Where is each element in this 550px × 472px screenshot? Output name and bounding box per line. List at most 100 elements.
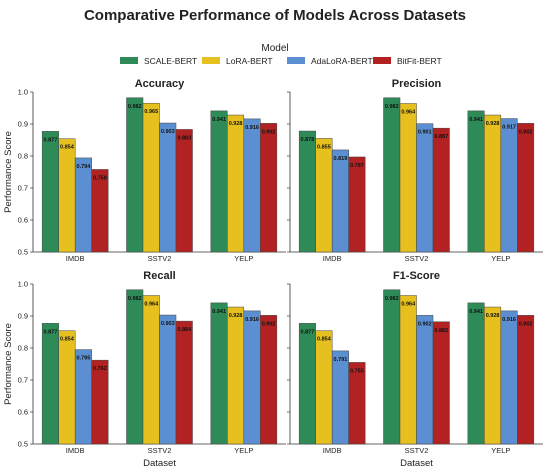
data-label: 0.882 — [434, 328, 448, 334]
data-label: 0.941 — [212, 309, 226, 315]
bar-scale-bert-imdb — [298, 323, 316, 445]
bar-lora-bert-sstv2 — [399, 295, 417, 445]
y-tick-label: 0.7 — [18, 376, 28, 385]
data-label: 0.982 — [128, 296, 142, 302]
bar-bitfit-bert-sstv2 — [175, 320, 193, 445]
data-label: 0.794 — [77, 164, 92, 170]
panel-title: Recall — [143, 270, 175, 282]
y-tick-label: 0.8 — [18, 152, 28, 161]
bar-lora-bert-imdb — [315, 138, 333, 253]
y-tick-label: 0.7 — [18, 184, 28, 193]
bar-lora-bert-imdb — [58, 330, 76, 445]
data-label: 0.916 — [245, 125, 259, 131]
bar-adalora-bert-sstv2 — [416, 315, 434, 445]
y-tick-label: 0.6 — [18, 408, 28, 417]
y-axis-label: Performance Score — [3, 323, 14, 405]
data-label: 0.854 — [317, 337, 332, 343]
bar-bitfit-bert-yelp — [517, 123, 535, 253]
data-label: 0.902 — [262, 129, 276, 135]
data-label: 0.791 — [334, 357, 348, 363]
data-label: 0.928 — [229, 313, 243, 319]
data-label: 0.965 — [144, 109, 158, 115]
data-label: 0.819 — [334, 156, 348, 162]
bar-lora-bert-imdb — [58, 138, 76, 253]
legend-label: LoRA-BERT — [226, 56, 273, 66]
data-label: 0.795 — [77, 356, 91, 362]
bar-scale-bert-imdb — [298, 130, 316, 253]
bar-scale-bert-yelp — [467, 110, 485, 253]
x-tick-label: YELP — [491, 254, 510, 263]
data-label: 0.901 — [418, 130, 432, 136]
data-label: 0.755 — [350, 368, 364, 374]
bar-scale-bert-sstv2 — [126, 97, 144, 253]
legend-item: LoRA-BERT — [202, 56, 273, 66]
data-label: 0.903 — [161, 321, 175, 327]
bar-adalora-bert-imdb — [74, 349, 92, 445]
panel-precision: Precision0.8780.8550.8190.797IMDB0.9820.… — [287, 78, 543, 263]
legend-item: SCALE-BERT — [120, 56, 197, 66]
legend-title: Model — [261, 43, 288, 54]
figure-title: Comparative Performance of Models Across… — [84, 7, 466, 24]
panel-title: Precision — [392, 78, 442, 90]
bar-adalora-bert-yelp — [243, 118, 261, 253]
x-axis-label: Dataset — [143, 458, 176, 469]
data-label: 0.883 — [177, 135, 191, 141]
bar-scale-bert-imdb — [41, 323, 59, 445]
legend-item: BitFit-BERT — [373, 56, 442, 66]
bar-adalora-bert-sstv2 — [416, 123, 434, 253]
data-label: 0.964 — [144, 302, 159, 308]
panel-accuracy: Accuracy 0.5 0.6 0.7 0.8 0.9 1.0 Performance Sc… — [3, 78, 286, 263]
x-axis-label: Dataset — [400, 458, 433, 469]
bar-adalora-bert-sstv2 — [159, 122, 177, 253]
bar-bitfit-bert-yelp — [517, 315, 535, 445]
y-tick-label: 0.9 — [18, 120, 28, 129]
bar-scale-bert-imdb — [41, 131, 59, 253]
bar-bitfit-bert-imdb — [348, 156, 366, 253]
bar-adalora-bert-yelp — [243, 310, 261, 445]
bar-bitfit-bert-imdb — [91, 169, 109, 253]
legend-swatch — [120, 57, 138, 64]
data-label: 0.928 — [486, 313, 500, 319]
legend-label: AdaLoRA-BERT — [311, 56, 373, 66]
x-tick-label: IMDB — [323, 446, 342, 455]
x-tick-label: IMDB — [66, 446, 85, 455]
data-label: 0.877 — [44, 137, 58, 143]
bar-scale-bert-sstv2 — [126, 289, 144, 445]
bar-lora-bert-yelp — [484, 306, 502, 445]
bar-scale-bert-yelp — [210, 110, 228, 253]
bar-lora-bert-sstv2 — [142, 102, 160, 253]
panel-title: F1-Score — [393, 270, 440, 282]
x-tick-label: YELP — [234, 254, 253, 263]
data-label: 0.982 — [385, 296, 399, 302]
bar-lora-bert-yelp — [227, 114, 245, 253]
y-axis-label: Performance Score — [3, 131, 14, 213]
bar-scale-bert-yelp — [467, 302, 485, 445]
data-label: 0.982 — [128, 104, 142, 110]
data-label: 0.982 — [385, 104, 399, 110]
bar-adalora-bert-yelp — [500, 118, 518, 253]
y-tick-label: 0.5 — [18, 440, 28, 449]
legend-swatch — [373, 57, 391, 64]
data-label: 0.902 — [418, 321, 432, 327]
y-tick-label: 1.0 — [18, 280, 28, 289]
data-label: 0.928 — [229, 121, 243, 127]
bar-adalora-bert-yelp — [500, 310, 518, 445]
data-label: 0.797 — [350, 163, 364, 169]
x-tick-label: IMDB — [323, 254, 342, 263]
panel-title: Accuracy — [135, 78, 185, 90]
bar-scale-bert-sstv2 — [383, 289, 401, 445]
legend: Model SCALE-BERT LoRA-BERT AdaLoRA-BERT Bit… — [120, 43, 442, 66]
x-tick-label: SSTV2 — [405, 254, 429, 263]
data-label: 0.902 — [519, 321, 533, 327]
x-tick-label: YELP — [234, 446, 253, 455]
bar-lora-bert-sstv2 — [399, 103, 417, 253]
data-label: 0.964 — [401, 302, 416, 308]
legend-item: AdaLoRA-BERT — [287, 56, 373, 66]
data-label: 0.854 — [60, 337, 75, 343]
y-tick-label: 0.9 — [18, 312, 28, 321]
data-label: 0.916 — [502, 317, 516, 323]
data-label: 0.941 — [469, 117, 483, 123]
legend-label: SCALE-BERT — [144, 56, 197, 66]
x-tick-label: SSTV2 — [148, 446, 172, 455]
